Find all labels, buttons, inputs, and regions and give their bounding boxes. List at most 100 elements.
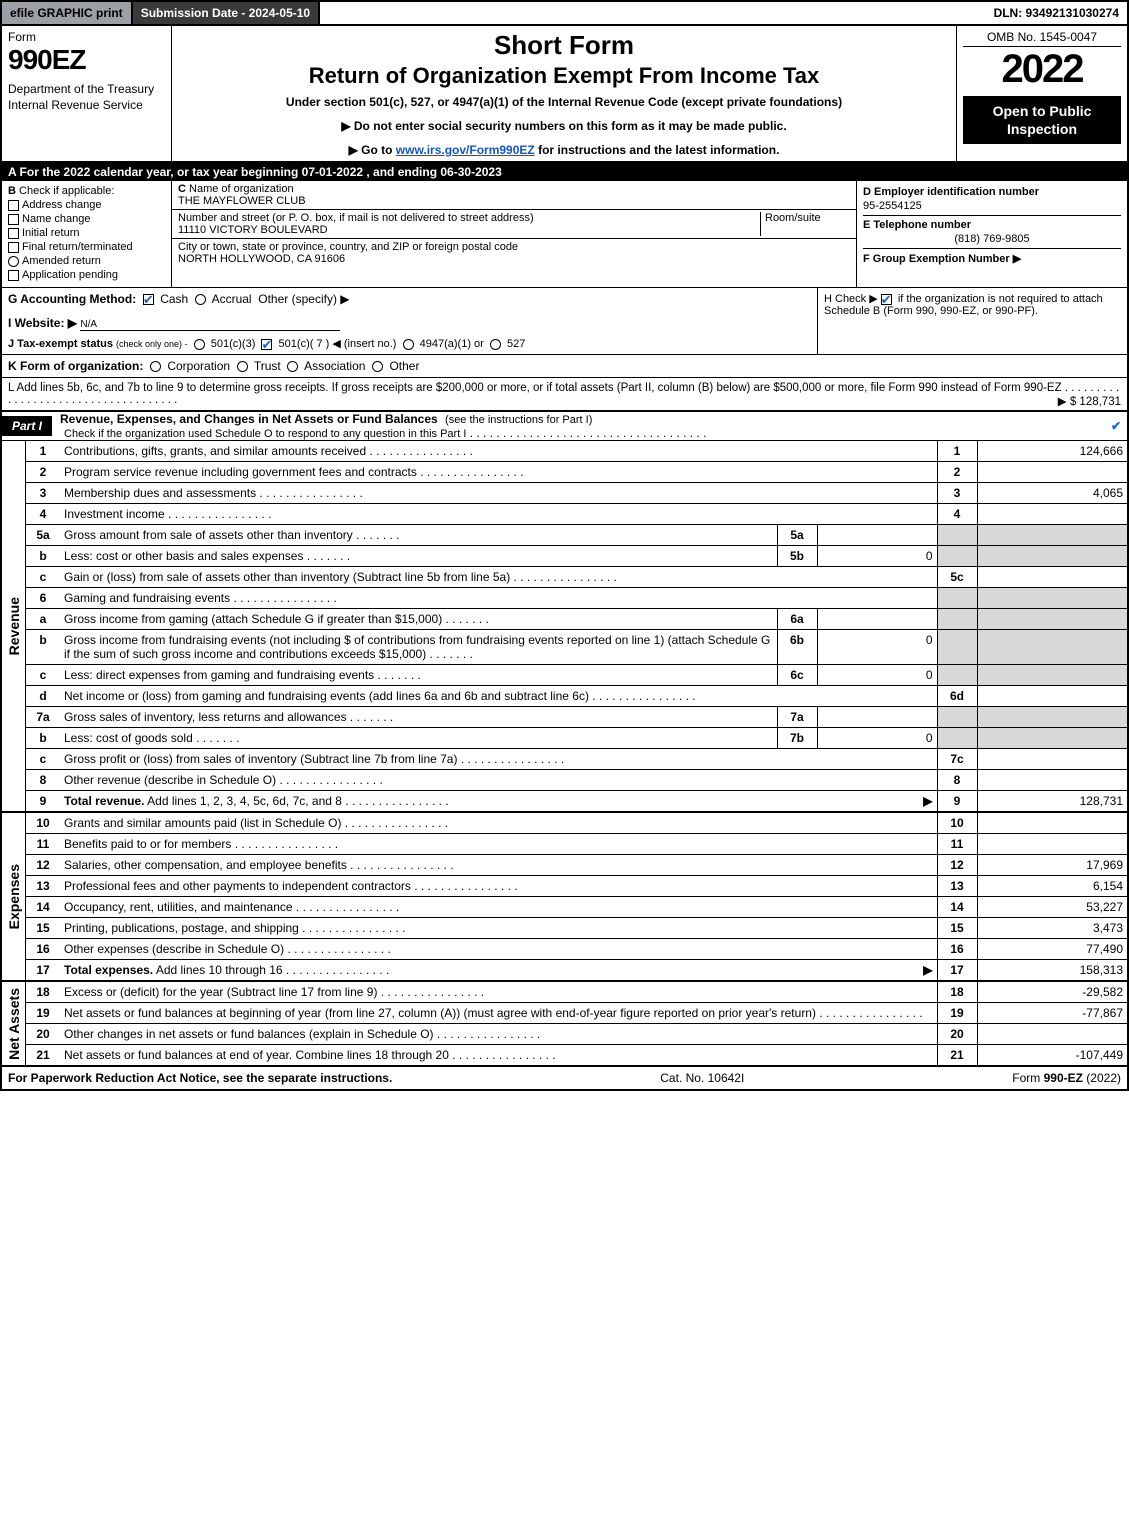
final-return-label: Final return/terminated — [22, 241, 133, 253]
amended-return-label: Amended return — [22, 255, 101, 267]
expenses-side-label: Expenses — [2, 813, 26, 980]
line-number: b — [26, 630, 60, 665]
line-number: 7a — [26, 707, 60, 728]
check-other-org[interactable] — [372, 361, 383, 372]
line-description: Net assets or fund balances at end of ye… — [60, 1045, 937, 1066]
check-cash[interactable] — [143, 294, 154, 305]
line-number: c — [26, 749, 60, 770]
check-4947[interactable] — [403, 339, 414, 350]
check-501c3[interactable] — [194, 339, 205, 350]
ssn-note: ▶ Do not enter social security numbers o… — [180, 119, 948, 133]
net-assets-side-label: Net Assets — [2, 982, 26, 1065]
right-line-value: -107,449 — [977, 1045, 1127, 1066]
phone-value: (818) 769-9805 — [863, 233, 1121, 245]
g-label: G Accounting Method: — [8, 292, 136, 306]
line-description: Professional fees and other payments to … — [60, 876, 937, 897]
check-initial-return[interactable]: Initial return — [8, 227, 165, 239]
check-501c[interactable] — [261, 339, 272, 350]
line-description: Grants and similar amounts paid (list in… — [60, 813, 937, 834]
irs-link[interactable]: www.irs.gov/Form990EZ — [396, 143, 535, 157]
right-line-value — [977, 567, 1127, 588]
part-i-check-icon: ✔ — [1111, 419, 1121, 433]
ein-value: 95-2554125 — [863, 200, 1121, 212]
name-change-label: Name change — [22, 213, 91, 225]
line-description: Salaries, other compensation, and employ… — [60, 855, 937, 876]
line-number: 5a — [26, 525, 60, 546]
sub-line-label: 6b — [777, 630, 817, 665]
4947-label: 4947(a)(1) or — [420, 338, 484, 350]
right-line-value: 158,313 — [977, 960, 1127, 981]
line-description: Less: direct expenses from gaming and fu… — [60, 665, 777, 686]
j-small: (check only one) - — [116, 339, 188, 349]
right-num-shade — [937, 665, 977, 686]
check-corporation[interactable] — [150, 361, 161, 372]
box-c-org-info: C Name of organization THE MAYFLOWER CLU… — [172, 181, 857, 287]
submission-date-button[interactable]: Submission Date - 2024-05-10 — [133, 2, 320, 24]
line-number: 10 — [26, 813, 60, 834]
right-line-value: -29,582 — [977, 982, 1127, 1003]
line-description: Less: cost or other basis and sales expe… — [60, 546, 777, 567]
line-description: Occupancy, rent, utilities, and maintena… — [60, 897, 937, 918]
line-description: Gross income from fundraising events (no… — [60, 630, 777, 665]
check-address-change[interactable]: Address change — [8, 199, 165, 211]
line-number: 2 — [26, 462, 60, 483]
check-amended-return[interactable]: Amended return — [8, 255, 165, 267]
line-description: Other expenses (describe in Schedule O) — [60, 939, 937, 960]
line-number: 14 — [26, 897, 60, 918]
sub-line-value: 0 — [817, 546, 937, 567]
part-i-sub: (see the instructions for Part I) — [445, 414, 592, 426]
line-description: Total expenses. Add lines 10 through 16 … — [60, 960, 937, 981]
check-schedule-b[interactable] — [881, 294, 892, 305]
right-line-value: -77,867 — [977, 1003, 1127, 1024]
right-line-value: 53,227 — [977, 897, 1127, 918]
right-line-number: 5c — [937, 567, 977, 588]
footer-right-bold: 990-EZ — [1044, 1071, 1083, 1085]
right-line-value: 124,666 — [977, 441, 1127, 462]
i-website-label: I Website: ▶ — [8, 316, 77, 330]
assoc-label: Association — [304, 359, 365, 373]
identity-box: B Check if applicable: Address change Na… — [0, 181, 1129, 288]
h-schedule-b: H Check ▶ if the organization is not req… — [817, 288, 1127, 354]
form-number: 990EZ — [8, 44, 165, 76]
room-suite-label: Room/suite — [765, 212, 821, 224]
note2-post: for instructions and the latest informat… — [535, 143, 780, 157]
check-final-return[interactable]: Final return/terminated — [8, 241, 165, 253]
right-line-number: 21 — [937, 1045, 977, 1066]
check-application-pending[interactable]: Application pending — [8, 269, 165, 281]
sub-line-value — [817, 609, 937, 630]
right-line-number: 3 — [937, 483, 977, 504]
omb-number: OMB No. 1545-0047 — [963, 30, 1121, 47]
right-val-shade — [977, 630, 1127, 665]
right-line-number: 15 — [937, 918, 977, 939]
check-name-change[interactable]: Name change — [8, 213, 165, 225]
street-label: Number and street (or P. O. box, if mail… — [178, 212, 534, 224]
check-trust[interactable] — [237, 361, 248, 372]
revenue-section: Revenue 1Contributions, gifts, grants, a… — [0, 441, 1129, 813]
sub-line-label: 7b — [777, 728, 817, 749]
g-accounting: G Accounting Method: Cash Accrual Other … — [2, 288, 817, 354]
check-accrual[interactable] — [195, 294, 206, 305]
sub-line-value — [817, 525, 937, 546]
right-line-number: 13 — [937, 876, 977, 897]
k-form-of-org: K Form of organization: Corporation Trus… — [0, 355, 1129, 378]
sub-line-value: 0 — [817, 665, 937, 686]
line-description: Contributions, gifts, grants, and simila… — [60, 441, 937, 462]
sub-line-label: 6a — [777, 609, 817, 630]
check-527[interactable] — [490, 339, 501, 350]
sub-line-label: 5a — [777, 525, 817, 546]
sub-line-label: 6c — [777, 665, 817, 686]
efile-print-button[interactable]: efile GRAPHIC print — [2, 2, 133, 24]
other-org-label: Other — [389, 359, 419, 373]
right-line-number: 19 — [937, 1003, 977, 1024]
line-description: Printing, publications, postage, and shi… — [60, 918, 937, 939]
right-line-number: 9 — [937, 791, 977, 812]
line-number: 16 — [26, 939, 60, 960]
address-change-label: Address change — [22, 199, 102, 211]
check-association[interactable] — [287, 361, 298, 372]
right-val-shade — [977, 609, 1127, 630]
line-description: Investment income — [60, 504, 937, 525]
line-number: 6 — [26, 588, 60, 609]
line-description: Net income or (loss) from gaming and fun… — [60, 686, 937, 707]
line-number: 19 — [26, 1003, 60, 1024]
footer-right-pre: Form — [1012, 1071, 1043, 1085]
